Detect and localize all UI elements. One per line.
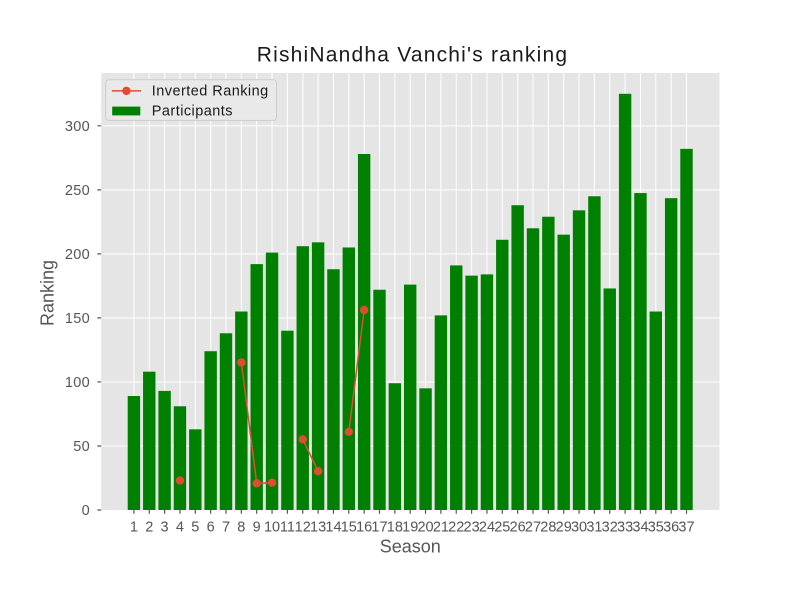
svg-text:20: 20 bbox=[417, 520, 433, 536]
svg-text:14: 14 bbox=[325, 520, 341, 536]
svg-text:31: 31 bbox=[586, 520, 602, 536]
svg-text:11: 11 bbox=[280, 520, 295, 536]
svg-text:23: 23 bbox=[464, 520, 480, 536]
svg-text:33: 33 bbox=[617, 520, 633, 536]
svg-text:1: 1 bbox=[130, 520, 138, 536]
svg-text:5: 5 bbox=[191, 520, 199, 536]
svg-text:34: 34 bbox=[632, 520, 648, 536]
svg-text:150: 150 bbox=[65, 311, 90, 327]
svg-text:13: 13 bbox=[310, 520, 326, 536]
svg-text:Inverted Ranking: Inverted Ranking bbox=[152, 83, 269, 99]
svg-text:27: 27 bbox=[525, 520, 541, 536]
svg-text:200: 200 bbox=[65, 247, 90, 263]
svg-text:Ranking: Ranking bbox=[38, 260, 58, 326]
svg-text:12: 12 bbox=[295, 520, 311, 536]
svg-text:6: 6 bbox=[207, 520, 215, 536]
svg-text:Participants: Participants bbox=[152, 103, 233, 119]
svg-text:3: 3 bbox=[161, 520, 169, 536]
svg-text:35: 35 bbox=[648, 520, 664, 536]
svg-text:22: 22 bbox=[448, 520, 464, 536]
svg-text:4: 4 bbox=[176, 520, 184, 536]
svg-text:9: 9 bbox=[253, 520, 261, 536]
svg-text:25: 25 bbox=[494, 520, 510, 536]
svg-text:100: 100 bbox=[65, 375, 90, 391]
svg-text:RishiNandha Vanchi's ranking: RishiNandha Vanchi's ranking bbox=[257, 44, 569, 67]
svg-text:29: 29 bbox=[556, 520, 572, 536]
svg-text:24: 24 bbox=[479, 520, 495, 536]
svg-text:28: 28 bbox=[540, 520, 556, 536]
svg-text:21: 21 bbox=[433, 520, 449, 536]
svg-text:18: 18 bbox=[387, 520, 403, 536]
svg-text:30: 30 bbox=[571, 520, 587, 536]
svg-text:2: 2 bbox=[145, 520, 153, 536]
svg-text:0: 0 bbox=[82, 503, 90, 519]
svg-text:37: 37 bbox=[678, 520, 694, 536]
svg-text:16: 16 bbox=[356, 520, 372, 536]
svg-text:50: 50 bbox=[73, 439, 90, 455]
svg-text:36: 36 bbox=[663, 520, 679, 536]
svg-text:250: 250 bbox=[65, 183, 90, 199]
svg-text:17: 17 bbox=[371, 520, 387, 536]
svg-text:32: 32 bbox=[602, 520, 618, 536]
svg-text:10: 10 bbox=[264, 520, 280, 536]
svg-text:19: 19 bbox=[402, 520, 418, 536]
svg-text:300: 300 bbox=[65, 119, 90, 135]
svg-text:8: 8 bbox=[237, 520, 245, 536]
svg-text:Season: Season bbox=[380, 537, 441, 557]
svg-text:15: 15 bbox=[341, 520, 357, 536]
svg-text:26: 26 bbox=[510, 520, 526, 536]
svg-text:7: 7 bbox=[222, 520, 230, 536]
